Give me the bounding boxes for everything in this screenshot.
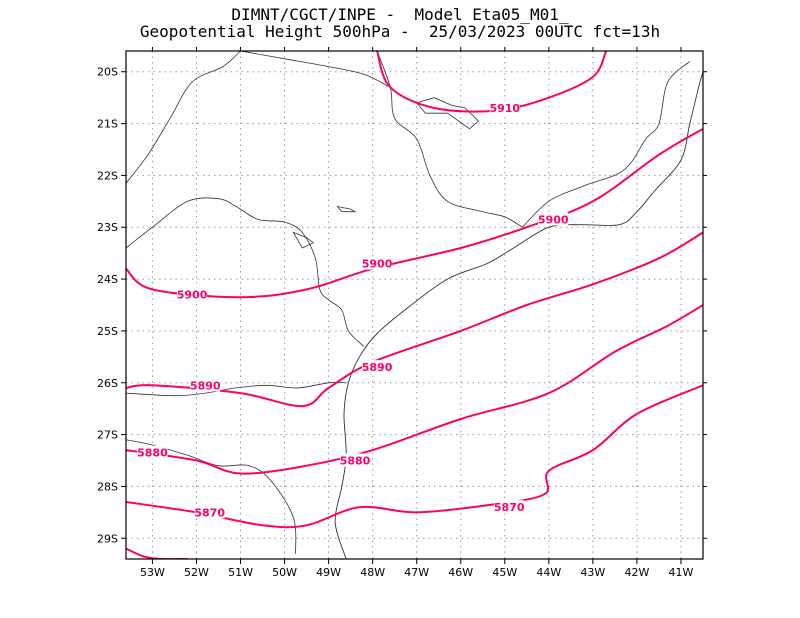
state-border: [126, 382, 347, 397]
contour-label: 5890: [362, 361, 393, 374]
state-border: [126, 197, 365, 347]
lon-tick-label: 43W: [580, 566, 605, 579]
contour-label-bg: [489, 101, 520, 115]
lat-tick-label: 20S: [97, 66, 118, 79]
lat-tick-label: 28S: [97, 480, 118, 493]
lon-tick-label: 48W: [360, 566, 385, 579]
contour-line-partial: [126, 547, 188, 559]
axis-ticks: 53W 52W 51W 50W 49W 48W 47W 46W 45W 44W 43W 42W 41W 2…: [97, 47, 707, 579]
contour-label-bg: [538, 212, 569, 226]
contour-label-bg: [190, 378, 221, 392]
lat-tick-label: 27S: [97, 429, 118, 442]
lon-tick-label: 49W: [316, 566, 341, 579]
contour-line-5900: [126, 127, 703, 299]
contour-label: 5880: [340, 455, 371, 468]
contour-line-5880: [126, 304, 703, 475]
contour-label: 5900: [362, 258, 393, 271]
lat-tick-label: 24S: [97, 273, 118, 286]
contour-label-bg: [340, 453, 371, 467]
contour-line-5870: [126, 384, 703, 529]
lon-tick-label: 53W: [140, 566, 165, 579]
plot-frame: [125, 50, 704, 560]
lon-tick-label: 50W: [272, 566, 297, 579]
contour-label: 5870: [194, 506, 225, 519]
lon-tick-label: 44W: [536, 566, 561, 579]
lon-tick-label: 46W: [448, 566, 473, 579]
contour-label: 5890: [190, 379, 221, 392]
graticule: [126, 51, 703, 559]
lon-tick-label: 52W: [184, 566, 209, 579]
contour-label: 5910: [489, 102, 520, 115]
lake-outline: [415, 97, 479, 130]
lake-outline: [292, 231, 314, 249]
title-line-1: DIMNT/CGCT/INPE - Model Eta05_M01_: [231, 5, 569, 24]
contour-layer: 5910 5900 5900 5900 5890 5890 5880 5880 5870 5870: [126, 51, 703, 559]
lon-tick-label: 41W: [669, 566, 694, 579]
state-border: [376, 51, 523, 228]
lat-tick-label: 21S: [97, 118, 118, 131]
contour-label: 5900: [177, 289, 208, 302]
state-border: [240, 51, 391, 88]
contour-label-bg: [494, 500, 525, 514]
map-title: DIMNT/CGCT/INPE - Model Eta05_M01_ Geopot…: [0, 6, 800, 40]
geography-layer: [126, 51, 703, 559]
lat-tick-label: 23S: [97, 221, 118, 234]
lon-tick-label: 42W: [624, 566, 649, 579]
lat-tick-label: 26S: [97, 377, 118, 390]
lat-tick-label: 22S: [97, 169, 118, 182]
contour-label-bg: [362, 256, 393, 270]
contour-label: 5900: [538, 213, 569, 226]
lon-tick-label: 51W: [228, 566, 253, 579]
contour-label: 5870: [494, 501, 525, 514]
lon-tick-label: 47W: [404, 566, 429, 579]
lat-tick-label: 29S: [97, 532, 118, 545]
state-border: [126, 51, 241, 184]
state-border: [522, 61, 691, 228]
contour-label: 5880: [137, 447, 168, 460]
contour-label-bg: [194, 505, 225, 519]
contour-label-bg: [137, 445, 168, 459]
coastline: [334, 71, 703, 559]
title-line-2: Geopotential Height 500hPa - 25/03/2023 …: [139, 22, 661, 41]
lake-outline: [336, 205, 357, 213]
lat-tick-label: 25S: [97, 325, 118, 338]
state-border: [126, 439, 297, 554]
contour-label-bg: [362, 360, 393, 374]
contour-label-bg: [177, 287, 208, 301]
lon-tick-label: 45W: [492, 566, 517, 579]
